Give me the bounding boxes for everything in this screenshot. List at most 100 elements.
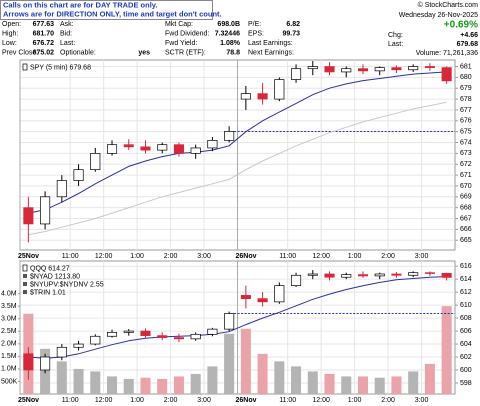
- x-tick-label: 3:00: [197, 253, 211, 260]
- indicator-label: $TRIN 1.01: [30, 289, 66, 296]
- volume-tick-label: 2.0M: [1, 341, 17, 348]
- field-value: 7.32446: [215, 30, 240, 37]
- candle-body: [391, 67, 402, 71]
- y-tick-label: 677: [460, 107, 472, 114]
- y-tick-label: 604: [460, 341, 472, 348]
- candle-body: [240, 295, 251, 299]
- field-label: Ask:: [60, 21, 74, 28]
- candle-body: [441, 67, 452, 82]
- volume-bar: [441, 306, 452, 394]
- y-tick-label: 665: [460, 237, 472, 244]
- volume-bar: [173, 376, 184, 394]
- candle-body: [90, 153, 101, 171]
- field-label: Fwd Dividend:: [165, 30, 209, 37]
- volume-bar: [240, 328, 251, 394]
- candle-body: [441, 272, 452, 278]
- x-tick-label: 1:00: [348, 397, 362, 404]
- volume-bar: [324, 373, 335, 394]
- y-tick-label: 679: [460, 85, 472, 92]
- field-label: Optionable:: [60, 49, 96, 56]
- y-tick-label: 681: [460, 63, 472, 70]
- field-label: Next Earnings:: [248, 49, 294, 56]
- volume-bar: [123, 378, 134, 394]
- x-tick-label: 25Nov: [18, 253, 39, 260]
- y-tick-label: 674: [460, 139, 472, 146]
- volume-tick-label: 1.0M: [1, 366, 17, 373]
- y-tick-label: 616: [460, 263, 472, 270]
- volume-tick-label: 3.5M: [1, 303, 17, 310]
- candle-body: [224, 131, 235, 141]
- x-tick-label: 26Nov: [236, 253, 257, 260]
- field-value: 681.70: [33, 30, 55, 37]
- candle-body: [157, 144, 168, 151]
- candle-body: [106, 332, 118, 337]
- candle-body: [173, 144, 184, 154]
- field-value: 6.82: [286, 21, 300, 28]
- y-tick-label: 602: [460, 354, 472, 361]
- candle-body: [90, 335, 101, 345]
- field-value: 78.8: [226, 49, 240, 56]
- x-tick-label: 12:00: [312, 397, 330, 404]
- field-label: High:: [2, 30, 18, 37]
- field-value: 679.68: [457, 41, 479, 48]
- candle-body: [357, 68, 369, 72]
- volume-tick-label: 3.0M: [1, 316, 17, 323]
- x-tick-label: 25Nov: [18, 397, 39, 404]
- field-label: Chg:: [388, 32, 403, 39]
- field-value: 1.08%: [220, 40, 241, 47]
- field-value: +4.66: [460, 32, 478, 39]
- volume-tick-label: 500K: [1, 378, 18, 385]
- volume-tick-label: 2.5M: [1, 328, 17, 335]
- candle-body: [56, 180, 67, 198]
- volume-bar: [157, 378, 168, 394]
- x-tick-label: 2:00: [164, 253, 178, 260]
- change-pct: +0.69%: [444, 20, 478, 31]
- legend-swatch: [23, 290, 27, 294]
- volume-bar: [374, 377, 385, 394]
- volume-bar: [307, 371, 318, 394]
- y-tick-label: 671: [460, 172, 472, 179]
- field-label: Last Earnings:: [248, 40, 293, 47]
- candle-body: [140, 330, 151, 336]
- volume-bar: [291, 366, 302, 394]
- x-tick-label: 1:00: [130, 397, 144, 404]
- indicator-label: $NYUPV:$NYDNV 2.55: [30, 281, 104, 288]
- candle-body: [408, 272, 419, 276]
- notice-text: Arrows are for DIRECTION ONLY, time and …: [3, 9, 222, 18]
- moving-average: [28, 101, 447, 236]
- field-label: Last:: [388, 41, 403, 48]
- candle-body: [324, 66, 335, 73]
- candle-body: [207, 139, 218, 149]
- candle-body: [291, 68, 302, 80]
- y-tick-label: 667: [460, 215, 472, 222]
- candle-body: [257, 93, 268, 100]
- volume-bar: [73, 368, 84, 394]
- volume-tick-label: 1.5M: [1, 353, 17, 360]
- candle-body: [190, 333, 201, 340]
- candle-body: [257, 298, 268, 303]
- candle-body: [157, 335, 168, 338]
- candle-body: [391, 273, 402, 276]
- volume-bar: [90, 371, 101, 394]
- candle-body: [207, 328, 218, 335]
- x-tick-label: 2:00: [164, 397, 178, 404]
- field-label: Bid:: [60, 30, 72, 37]
- candle-body: [324, 273, 335, 278]
- legend-label: SPY (5 min) 679.68: [30, 64, 91, 71]
- candle-body: [73, 343, 84, 348]
- field-label: Prev Close:: [2, 49, 38, 56]
- moving-average: [28, 71, 447, 214]
- field-label: Open:: [2, 21, 21, 28]
- x-tick-label: 11:00: [279, 253, 296, 260]
- y-tick-label: 598: [460, 380, 472, 387]
- field-value: 677.63: [33, 21, 55, 28]
- field-label: SCTR (ETF):: [165, 49, 206, 56]
- volume-bar: [257, 353, 268, 394]
- indicator-label: $NYAD 1213.80: [30, 273, 80, 280]
- y-tick-label: 675: [460, 129, 472, 136]
- x-tick-label: 12:00: [95, 253, 113, 260]
- volume-bar: [341, 376, 352, 394]
- y-tick-label: 606: [460, 328, 472, 335]
- x-tick-label: 2:00: [381, 397, 395, 404]
